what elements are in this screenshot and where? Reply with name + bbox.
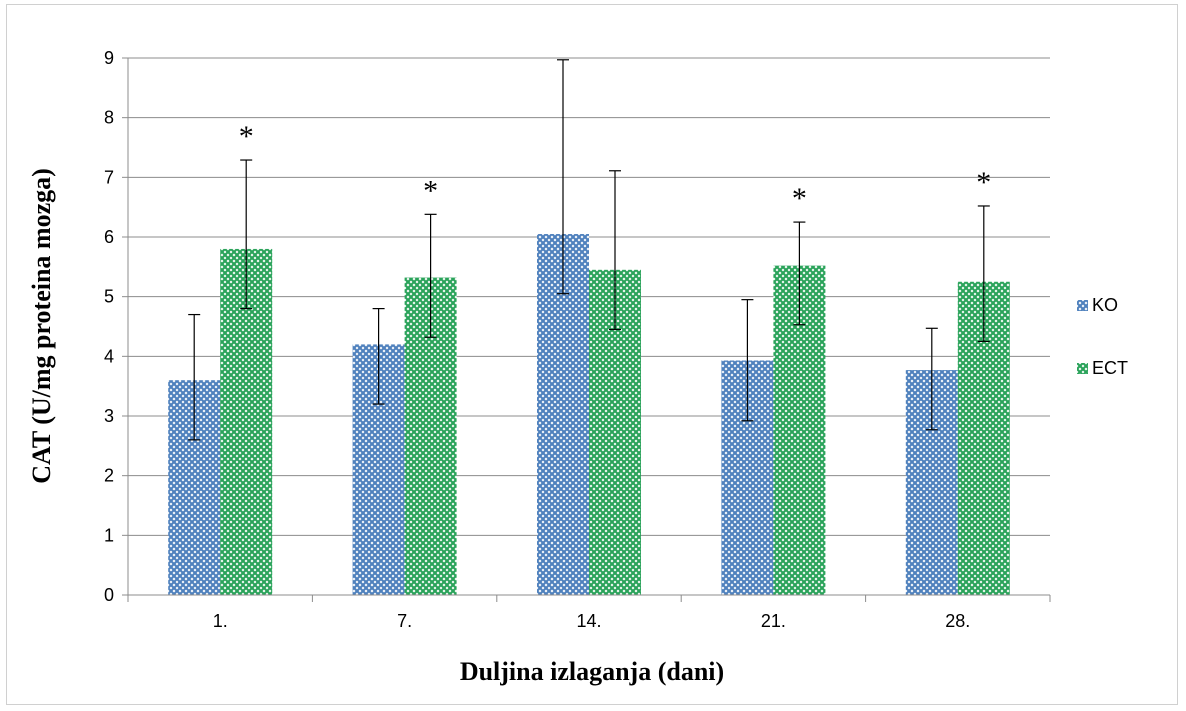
axes: 0 1 2 3 4 5 6 7 8 9 1. 7. 14. 21. 28. bbox=[104, 48, 1051, 631]
y-tick-label: 5 bbox=[104, 287, 114, 307]
x-tick-label: 21. bbox=[761, 611, 786, 631]
legend-swatch-ect bbox=[1077, 363, 1088, 374]
error-bars bbox=[188, 59, 990, 441]
y-tick-label: 9 bbox=[104, 48, 114, 68]
significance-star: * bbox=[792, 182, 807, 215]
x-tick-label: 7. bbox=[397, 611, 412, 631]
x-tick-label: 14. bbox=[576, 611, 601, 631]
legend: KO ECT bbox=[1077, 295, 1128, 378]
x-axis-title: Duljina izlaganja (dani) bbox=[460, 657, 724, 686]
y-tick-label: 7 bbox=[104, 167, 114, 187]
y-tick-label: 3 bbox=[104, 406, 114, 426]
legend-label-ko: KO bbox=[1092, 295, 1118, 315]
y-tick-label: 2 bbox=[104, 466, 114, 486]
y-axis-title: CAT (U/mg proteina mozga) bbox=[27, 168, 56, 484]
y-tick-label: 6 bbox=[104, 227, 114, 247]
bars bbox=[168, 234, 1010, 595]
significance-star: * bbox=[976, 166, 991, 199]
y-tick-label: 1 bbox=[104, 525, 114, 545]
x-tick-label: 1. bbox=[213, 611, 228, 631]
significance-star: * bbox=[239, 120, 254, 153]
legend-swatch-ko bbox=[1077, 300, 1088, 311]
x-tick-label: 28. bbox=[945, 611, 970, 631]
y-tick-label: 0 bbox=[104, 585, 114, 605]
y-tick-label: 8 bbox=[104, 108, 114, 128]
y-tick-label: 4 bbox=[104, 346, 114, 366]
significance-star: * bbox=[423, 174, 438, 207]
legend-label-ect: ECT bbox=[1092, 358, 1128, 378]
annotations: * * * * bbox=[239, 120, 992, 215]
